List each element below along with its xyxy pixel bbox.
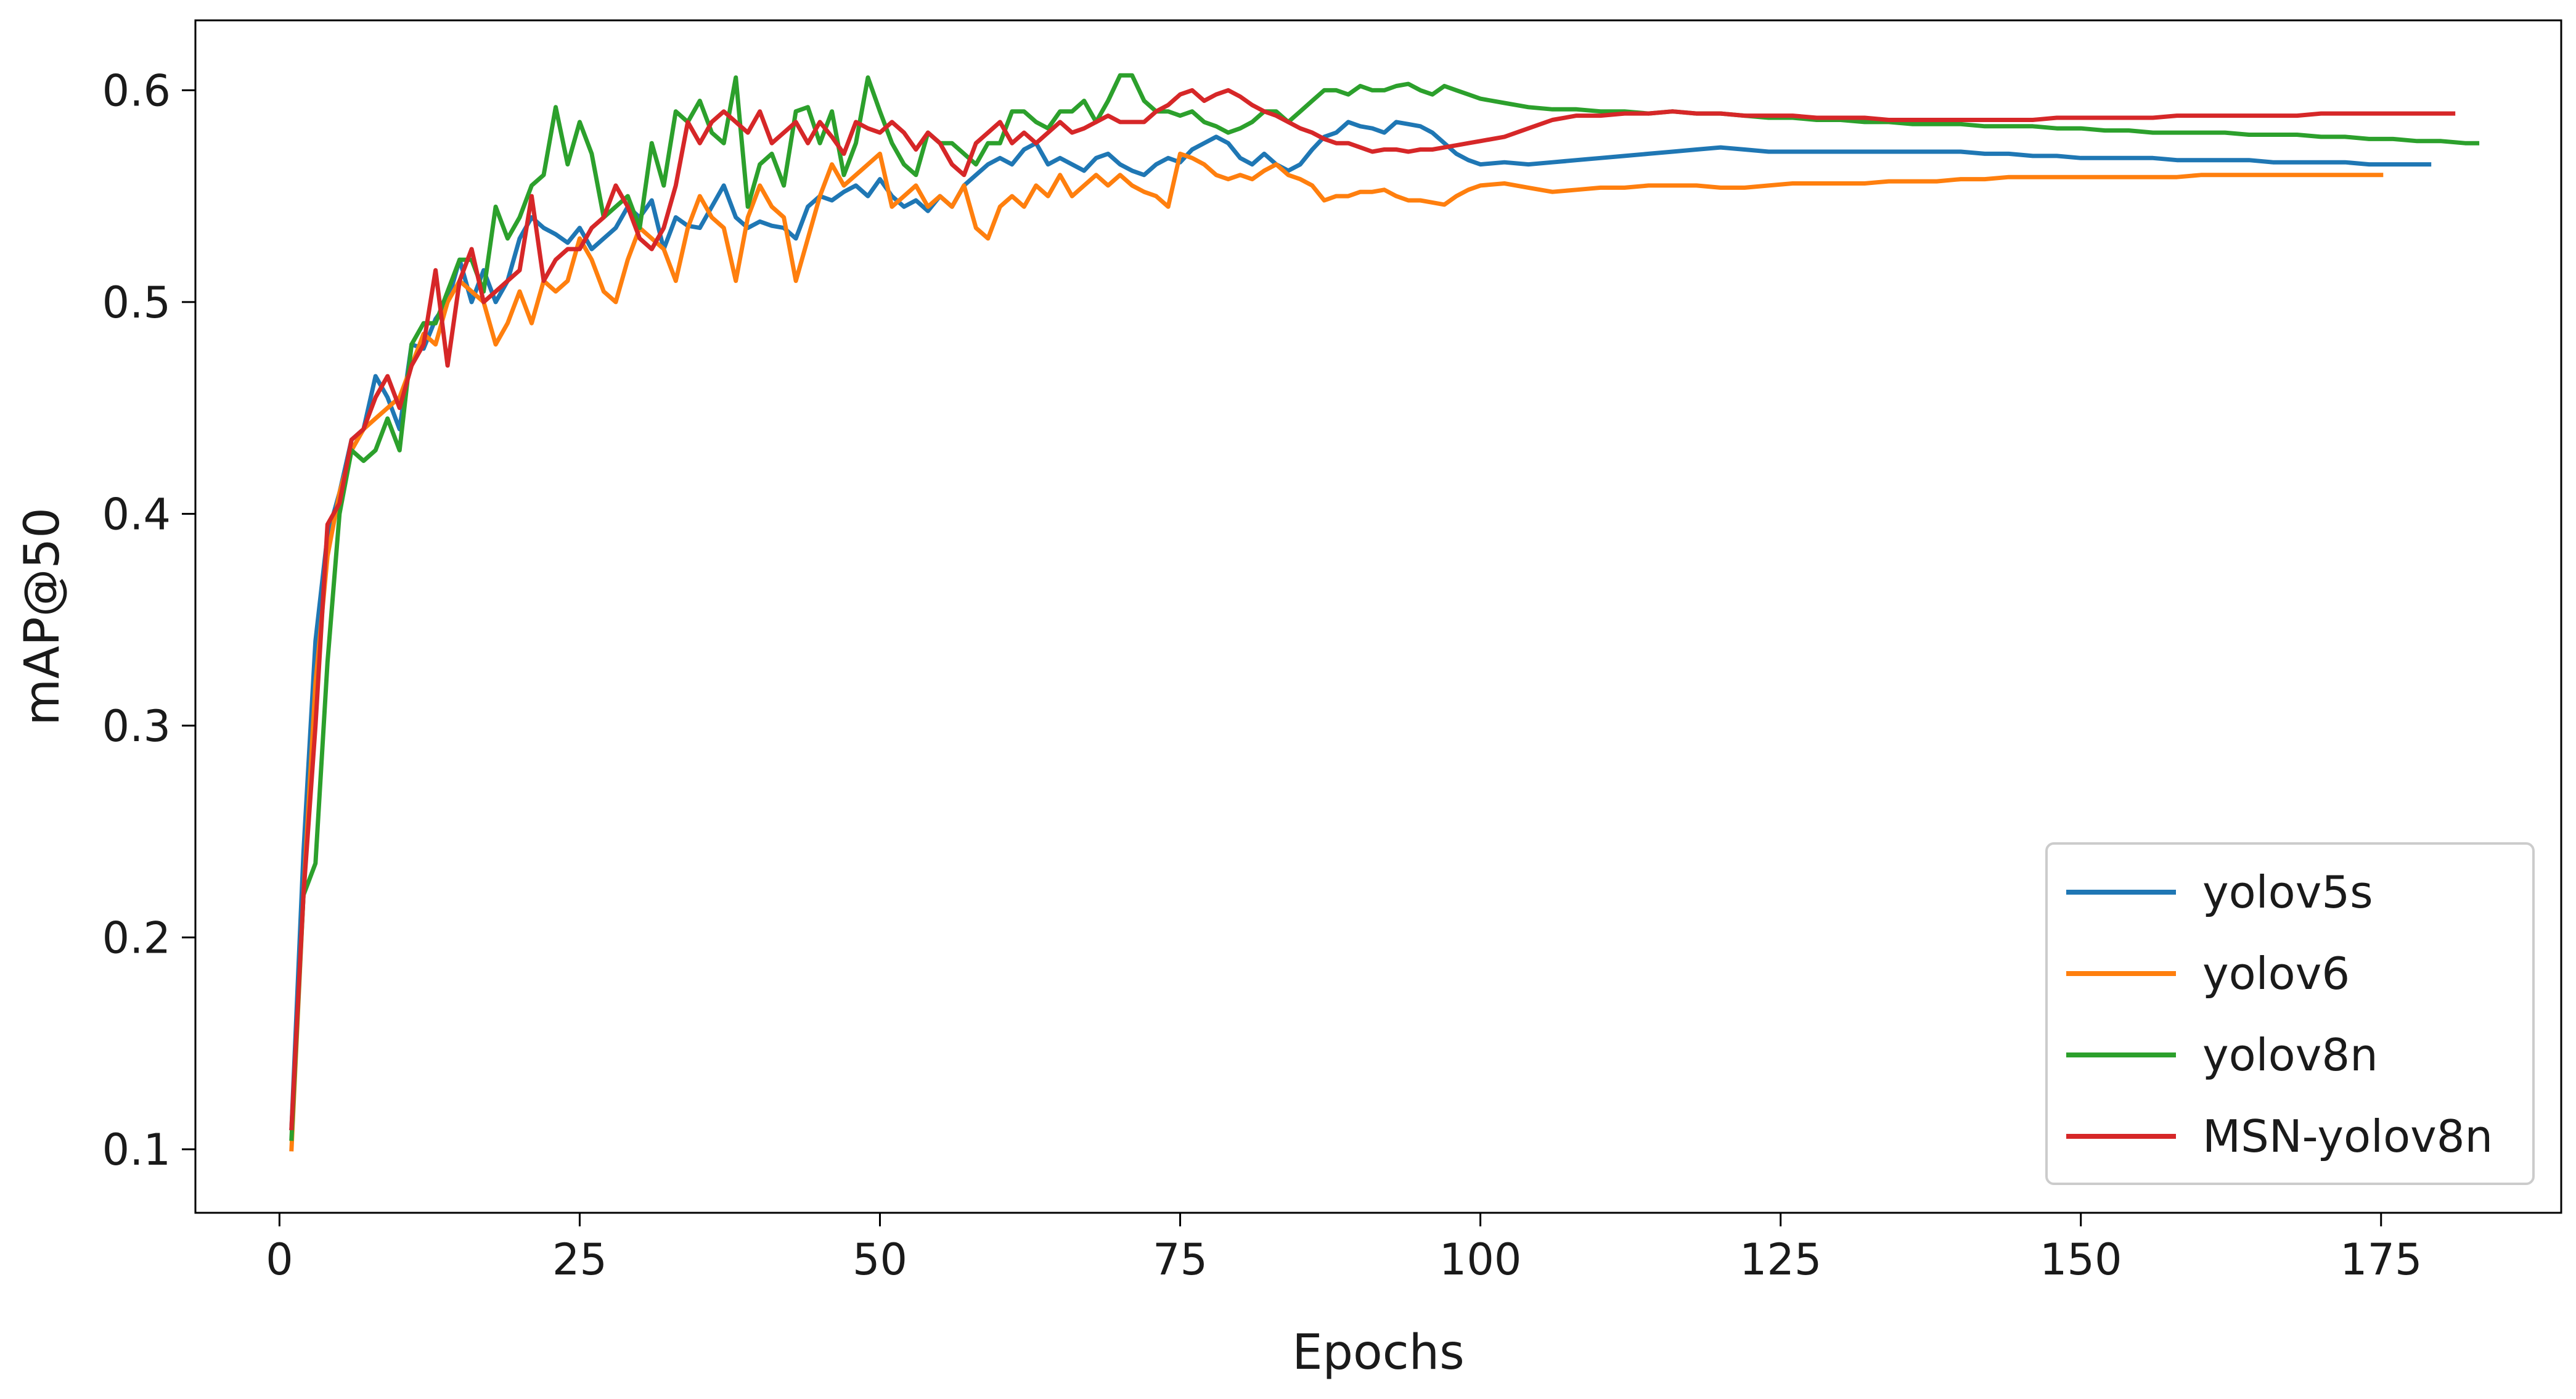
y-axis: 0.1 0.2 0.3 0.4 0.5 0.6 <box>102 65 195 1175</box>
y-tick-label: 0.5 <box>102 277 171 328</box>
series-line-yolov5s <box>289 120 2432 1131</box>
legend: yolov5s yolov6 yolov8n MSN-yolov8n <box>2045 842 2535 1185</box>
y-tick-label: 0.3 <box>102 701 171 752</box>
x-axis: 0 25 50 75 100 125 150 175 <box>266 1213 2423 1285</box>
series-line-yolov8n <box>289 73 2480 1141</box>
y-tick-label: 0.1 <box>102 1125 171 1175</box>
y-tick-label: 0.4 <box>102 489 171 539</box>
series-line-yolov6 <box>289 151 2384 1152</box>
y-tick-label: 0.6 <box>102 65 171 116</box>
x-tick-label: 100 <box>1439 1234 1522 1285</box>
x-tick-label: 25 <box>552 1234 607 1285</box>
legend-label: MSN-yolov8n <box>2202 1110 2493 1162</box>
legend-label: yolov6 <box>2202 948 2350 999</box>
x-tick-label: 150 <box>2040 1234 2122 1285</box>
y-axis-label: mAP@50 <box>15 507 70 726</box>
x-tick-label: 50 <box>853 1234 907 1285</box>
series-layer <box>289 73 2480 1152</box>
plot-frame <box>194 19 2562 1214</box>
y-tick-label: 0.2 <box>102 913 171 963</box>
x-axis-label: Epochs <box>1292 1325 1464 1381</box>
legend-label: yolov5s <box>2202 866 2373 918</box>
series-line-MSN-yolov8n <box>289 88 2456 1131</box>
legend-box <box>2045 842 2535 1185</box>
x-tick-label: 75 <box>1153 1234 1208 1285</box>
x-tick-label: 175 <box>2340 1234 2423 1285</box>
legend-entries: yolov5s yolov6 yolov8n MSN-yolov8n <box>2066 866 2493 1162</box>
legend-label: yolov8n <box>2202 1029 2378 1081</box>
x-tick-label: 0 <box>266 1234 293 1285</box>
x-tick-label: 125 <box>1740 1234 1822 1285</box>
